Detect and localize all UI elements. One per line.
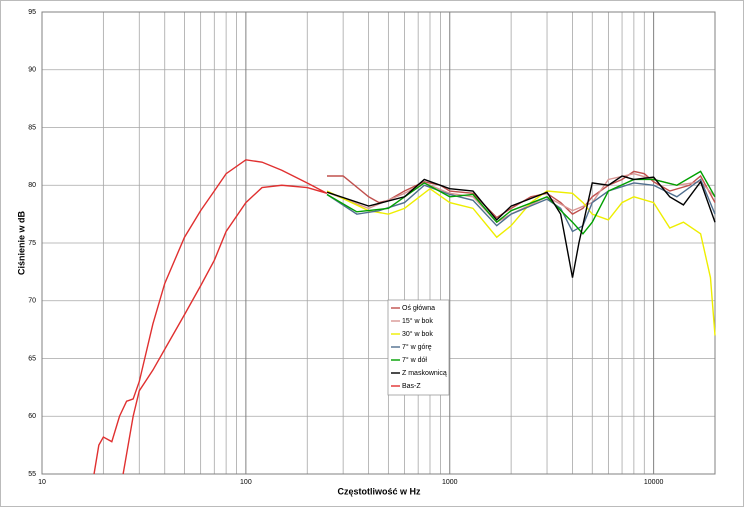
series-line	[93, 159, 328, 475]
legend-label: 15° w bok	[402, 317, 433, 325]
legend-label: Z maskownicą	[402, 370, 447, 377]
y-tick-label: 90	[28, 67, 36, 74]
x-tick-label: 1000	[442, 479, 458, 486]
y-tick-label: 75	[28, 240, 36, 247]
y-tick-label: 65	[28, 355, 36, 362]
y-tick-label: 55	[28, 471, 36, 478]
legend-label: 30° w bok	[402, 330, 433, 338]
series-line	[326, 170, 716, 235]
legend-label: Oś główna	[402, 305, 435, 312]
x-axis-title: Częstotliwość w Hz	[337, 486, 421, 496]
series-line	[326, 187, 716, 336]
series-line	[326, 175, 716, 278]
grid	[41, 11, 716, 475]
x-tick-label: 10000	[644, 479, 664, 486]
y-tick-label: 95	[28, 9, 36, 16]
legend-label: Bas-Z	[402, 383, 421, 390]
y-tick-label: 80	[28, 182, 36, 189]
x-tick-label: 10	[38, 479, 46, 486]
plot-border	[41, 11, 716, 475]
x-tick-label: 100	[240, 479, 252, 486]
y-tick-label: 70	[28, 298, 36, 305]
y-tick-label: 85	[28, 124, 36, 131]
y-axis-title: Ciśnienie w dB	[16, 210, 26, 275]
legend-label: 7° w górę	[402, 343, 432, 351]
y-tick-label: 60	[28, 413, 36, 420]
legend: Oś główna 15° w bok 30° w bok 7° w górę 7° w…	[387, 299, 450, 396]
legend-label: 7° w dół	[402, 356, 427, 364]
